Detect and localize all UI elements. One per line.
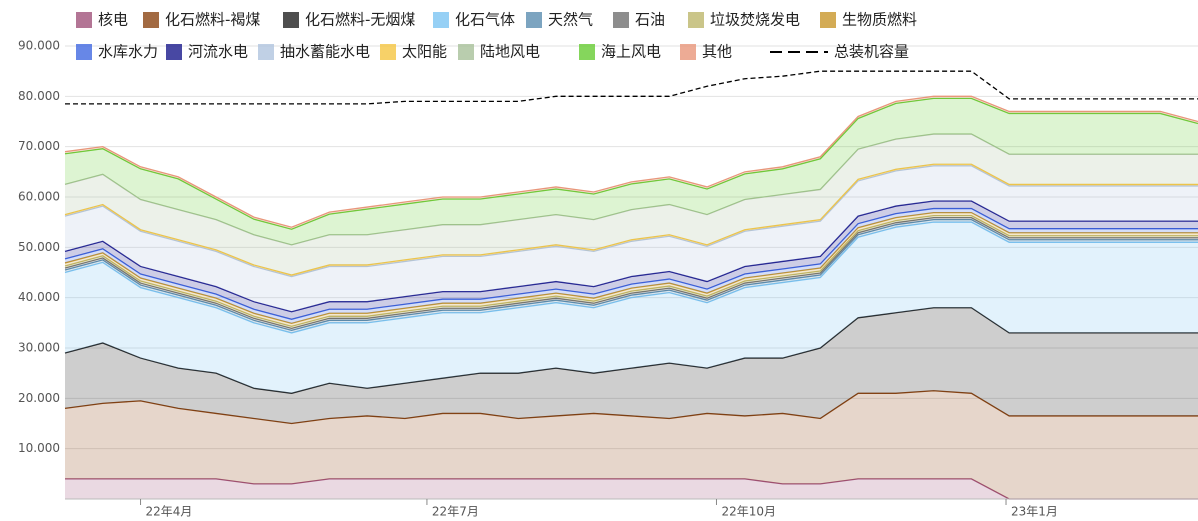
y-tick-label: 50.000	[18, 240, 60, 254]
y-tick-label: 40.000	[18, 290, 60, 304]
area	[65, 165, 1198, 312]
legend-label: 石油	[635, 11, 665, 29]
area	[65, 222, 1198, 394]
area-line	[64, 219, 1198, 332]
area-line	[64, 165, 1198, 278]
legend-swatch	[283, 12, 299, 28]
area	[65, 134, 1198, 276]
y-tick-label: 20.000	[18, 391, 60, 405]
y-tick-label: 60.000	[18, 190, 60, 204]
legend-swatch	[76, 44, 92, 60]
area-line	[64, 133, 1198, 246]
legend-label: 核电	[98, 11, 128, 29]
area-line	[64, 216, 1198, 330]
area-line	[64, 163, 1198, 276]
area-line	[64, 211, 1198, 325]
legend-label: 化石气体	[455, 11, 515, 29]
area-line	[64, 307, 1198, 394]
legend-label: 海上风电	[601, 43, 661, 61]
legend-swatch	[613, 12, 629, 28]
y-tick-label: 70.000	[18, 139, 60, 153]
x-tick-label: 22年7月	[432, 505, 479, 519]
legend-swatch	[433, 12, 449, 28]
area-line	[64, 97, 1198, 230]
legend-label: 生物质燃料	[842, 11, 917, 29]
legend-swatch	[526, 12, 542, 28]
y-tick-label: 30.000	[18, 341, 60, 355]
legend-swatch	[380, 44, 396, 60]
total-line	[65, 70, 1198, 105]
legend-label: 化石燃料-褐煤	[165, 11, 260, 29]
area-line	[64, 214, 1198, 328]
area	[65, 478, 1198, 499]
x-tick-label: 22年4月	[146, 505, 193, 519]
legend-swatch	[76, 12, 92, 28]
legend-label: 水库水力	[98, 43, 158, 61]
area-line	[64, 95, 1198, 228]
legend-swatch	[820, 12, 836, 28]
area	[65, 98, 1198, 245]
legend-label: 垃圾焚烧发电	[710, 11, 800, 29]
legend-swatch	[680, 44, 696, 60]
area-line	[64, 200, 1198, 313]
x-tick-label: 23年1月	[1011, 505, 1058, 519]
legend-label: 陆地风电	[480, 43, 540, 61]
legend-label: 总装机容量	[834, 43, 909, 61]
legend-label: 其他	[702, 43, 732, 61]
legend-label: 河流水电	[188, 43, 248, 61]
area-line	[64, 390, 1198, 425]
legend-swatch	[579, 44, 595, 60]
legend-label: 天然气	[548, 11, 593, 29]
legend-swatch	[143, 12, 159, 28]
y-tick-label: 80.000	[18, 89, 60, 103]
y-tick-label: 10.000	[18, 441, 60, 455]
legend-swatch	[258, 44, 274, 60]
area	[65, 307, 1198, 424]
legend-swatch	[688, 12, 704, 28]
legend-label: 化石燃料-无烟煤	[305, 11, 415, 29]
legend-label: 太阳能	[402, 43, 447, 61]
area-line	[64, 221, 1198, 334]
legend-label: 抽水蓄能水电	[280, 43, 370, 61]
y-tick-label: 90.000	[18, 39, 60, 53]
area-line	[64, 207, 1198, 320]
legend-swatch	[166, 44, 182, 60]
legend-swatch	[458, 44, 474, 60]
x-tick-label: 22年10月	[721, 505, 776, 519]
